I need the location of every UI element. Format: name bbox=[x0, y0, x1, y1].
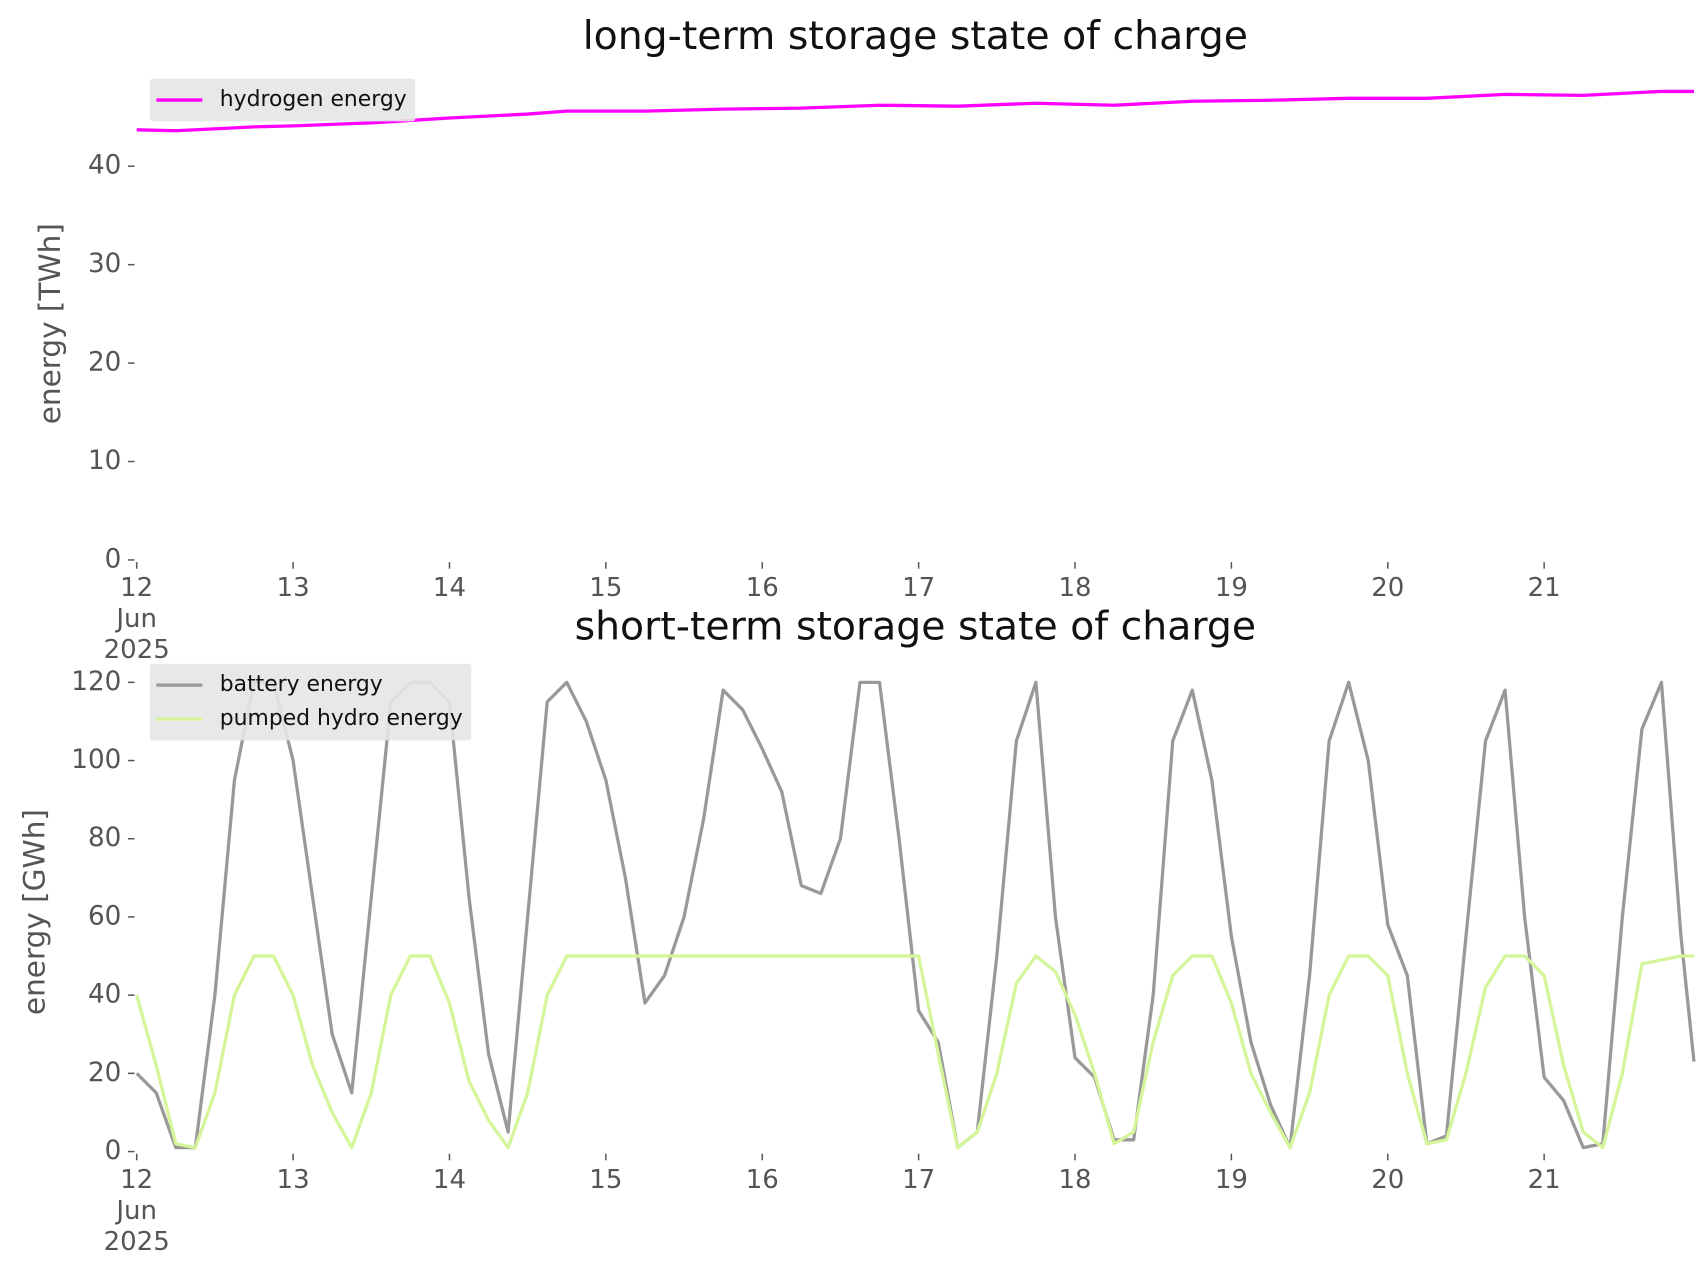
series-line bbox=[136, 89, 1694, 133]
legend-box bbox=[149, 78, 416, 122]
x-tick-label: 21 bbox=[1527, 1164, 1561, 1195]
x-tick-label: 18 bbox=[1058, 1164, 1092, 1195]
legend-box bbox=[149, 663, 472, 741]
x-tick-label: 19 bbox=[1214, 1164, 1248, 1195]
y-tick-label: 120 bbox=[71, 667, 121, 697]
y-tick-label: 10 bbox=[88, 446, 121, 476]
y-tick-label: 40 bbox=[88, 151, 121, 181]
y-tick-label: 0 bbox=[105, 1136, 122, 1166]
y-tick-label: 30 bbox=[88, 249, 121, 279]
x-tick-label: 13 bbox=[276, 1164, 310, 1195]
x-tick-label: 13 bbox=[276, 573, 310, 604]
series-line bbox=[135, 680, 1696, 1150]
y-tick-label: 20 bbox=[88, 1058, 121, 1088]
y-tick-label: 40 bbox=[88, 980, 121, 1010]
x-tick-label: 14 bbox=[432, 1164, 466, 1195]
legend-label: battery energy bbox=[220, 672, 383, 697]
x-tick-label: 20 bbox=[1371, 573, 1405, 604]
y-tick-label: 100 bbox=[71, 745, 121, 775]
y-axis-label: energy [GWh] bbox=[18, 809, 52, 1015]
legend-label: pumped hydro energy bbox=[220, 706, 463, 731]
x-tick-label: 20 bbox=[1371, 1164, 1405, 1195]
x-tick-label: 17 bbox=[902, 573, 936, 604]
y-axis-label: energy [TWh] bbox=[33, 223, 67, 424]
y-tick-label: 0 bbox=[105, 544, 122, 574]
x-tick-label: 14 bbox=[432, 573, 466, 604]
x-tick-label: 12 Jun 2025 bbox=[103, 1164, 170, 1258]
x-tick-label: 19 bbox=[1214, 573, 1248, 604]
series-line bbox=[135, 954, 1694, 1150]
y-tick-label: 60 bbox=[88, 901, 121, 931]
chart-title: short-term storage state of charge bbox=[575, 603, 1256, 649]
x-tick-label: 16 bbox=[745, 573, 779, 604]
legend-label: hydrogen energy bbox=[220, 87, 407, 112]
y-tick-label: 80 bbox=[88, 823, 121, 853]
chart-title: long-term storage state of charge bbox=[583, 13, 1248, 59]
x-tick-label: 16 bbox=[745, 1164, 779, 1195]
x-tick-label: 15 bbox=[589, 573, 623, 604]
x-tick-label: 21 bbox=[1527, 573, 1561, 604]
x-tick-label: 15 bbox=[589, 1164, 623, 1195]
x-tick-label: 17 bbox=[902, 1164, 936, 1195]
x-tick-label: 12 Jun 2025 bbox=[103, 573, 170, 666]
x-tick-label: 18 bbox=[1058, 573, 1092, 604]
y-tick-label: 20 bbox=[88, 348, 121, 378]
